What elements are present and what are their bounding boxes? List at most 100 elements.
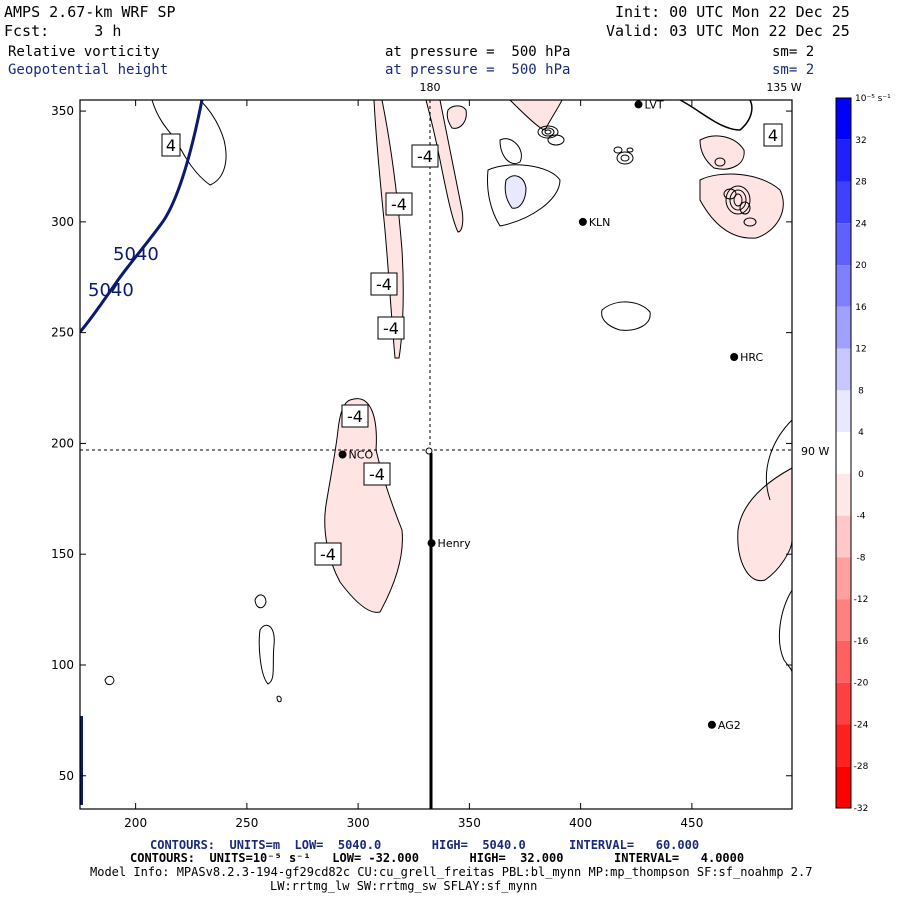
station-label-hrc: HRC <box>740 351 763 364</box>
colorbar-segment <box>836 724 851 767</box>
plot-frame <box>79 99 793 810</box>
vort-label-8: -4 <box>363 462 391 486</box>
vort-top-left <box>446 105 467 129</box>
station-marker-ag2 <box>707 720 716 729</box>
footer-vort-contours: CONTOURS: UNITS=10⁻⁵ s⁻¹ LOW= -32.000 HI… <box>130 851 745 865</box>
vort-label-2: 4 <box>763 123 783 147</box>
field1-smoothing: sm= 2 <box>772 44 815 60</box>
station-label-kln: KLN <box>589 216 611 229</box>
colorbar-tick-label: -4 <box>857 512 866 522</box>
contour-small <box>104 675 115 686</box>
contour-small2 <box>276 695 282 703</box>
colorbar-segment <box>836 557 851 600</box>
footer-model-info-2: LW:rrtmg_lw SW:rrtmg_sw SFLAY:sf_mynn <box>270 879 538 893</box>
vort-upper-right <box>509 100 563 131</box>
station-marker-lvt <box>634 100 643 109</box>
contour-ne1 <box>499 138 522 164</box>
contour-nw <box>151 100 227 186</box>
y-tick-label: 100 <box>51 658 74 672</box>
y-tick-label: 50 <box>59 769 74 783</box>
colorbar-tick-label: 12 <box>855 345 866 355</box>
x-tick-label: 200 <box>124 816 147 830</box>
vort-label-text: -4 <box>347 407 363 426</box>
y-tick-label: 300 <box>51 215 74 229</box>
y-tick-label: 250 <box>51 326 74 340</box>
x-axis-ticks: 200 250 300 350 400 450 <box>124 100 703 830</box>
vort-label-7: -4 <box>341 404 369 428</box>
colorbar-segment <box>836 139 851 182</box>
colorbar-tick-label: -20 <box>854 679 869 689</box>
y-tick-label: 150 <box>51 547 74 561</box>
y-axis-ticks: 350 300 250 200 150 100 50 <box>51 104 792 783</box>
station-marker-nco <box>338 450 347 459</box>
x-tick-label: 450 <box>680 816 703 830</box>
colorbar: 32 28 24 20 16 12 8 4 0 -4 -8 -12 -16 -20 -24 -28 -32 <box>835 97 869 814</box>
colorbar-tick-label: -12 <box>854 595 869 605</box>
vort-label-text: 4 <box>166 136 176 155</box>
field2-name: Geopotential height <box>8 62 169 78</box>
colorbar-tick-label: -16 <box>854 637 869 647</box>
vortex-cluster-ne <box>714 157 757 227</box>
colorbar-tick-label: 28 <box>855 178 867 188</box>
vort-label-5: -4 <box>370 272 398 296</box>
vort-label-1: 4 <box>161 133 181 157</box>
vort-label-6: -4 <box>377 316 405 340</box>
vort-label-3: -4 <box>411 144 439 168</box>
vort-label-9: -4 <box>314 542 342 566</box>
lon-label-90w: 90 W <box>801 445 829 458</box>
height-label: 5040 <box>88 280 134 301</box>
colorbar-segment <box>836 515 851 558</box>
colorbar-unit: 10⁻⁵ s⁻¹ <box>855 94 891 104</box>
station-marker-henry <box>427 539 436 548</box>
field2-smoothing: sm= 2 <box>772 62 815 78</box>
colorbar-tick-label: 4 <box>858 428 864 438</box>
colorbar-segment <box>836 432 851 474</box>
vort-label-text: -4 <box>417 147 433 166</box>
colorbar-tick-label: 24 <box>855 219 867 229</box>
x-tick-label: 300 <box>347 816 370 830</box>
y-tick-label: 200 <box>51 436 74 450</box>
field1-name: Relative vorticity <box>8 44 160 60</box>
lon-label-180: 180 <box>420 81 441 94</box>
colorbar-segment <box>836 181 851 224</box>
contour-ne2 <box>487 164 561 227</box>
colorbar-segment <box>836 599 851 641</box>
vort-blob-nco <box>324 398 403 613</box>
valid-time: Valid: 03 UTC Mon 22 Dec 25 <box>606 22 850 40</box>
model-title: AMPS 2.67-km WRF SP <box>4 3 176 21</box>
station-label-henry: Henry <box>438 537 472 550</box>
colorbar-tick-label: 20 <box>855 261 867 271</box>
station-marker-hrc <box>730 353 739 362</box>
x-tick-label: 350 <box>458 816 481 830</box>
colorbar-segment <box>836 390 851 433</box>
footer-height-contours: CONTOURS: UNITS=m LOW= 5040.0 HIGH= 5040… <box>150 838 700 852</box>
colorbar-tick-label: -8 <box>857 553 866 563</box>
init-time: Init: 00 UTC Mon 22 Dec 25 <box>615 3 850 21</box>
colorbar-segment <box>836 98 851 140</box>
vort-label-text: -4 <box>391 195 407 214</box>
forecast-hour: Fcst: 3 h <box>4 22 122 40</box>
field1-level: at pressure = 500 hPa <box>385 44 571 60</box>
colorbar-tick-label: 8 <box>858 386 864 396</box>
station-marker-kln <box>578 217 587 226</box>
vort-label-4: -4 <box>385 192 413 216</box>
field2-level: at pressure = 500 hPa <box>385 62 571 78</box>
colorbar-frame <box>835 97 852 809</box>
vort-label-text: -4 <box>320 545 336 564</box>
contour-east <box>766 419 792 501</box>
vort-ne-patch <box>699 173 784 239</box>
colorbar-segment <box>836 306 851 349</box>
x-tick-label: 250 <box>235 816 258 830</box>
footer-model-info: Model Info: MPASv8.2.3-194-gf29cd82c CU:… <box>90 865 813 879</box>
vort-label-text: 4 <box>768 126 778 145</box>
height-label: 5040 <box>113 244 159 265</box>
vort-positive-blob <box>504 175 527 209</box>
height-label-group: 5040 5040 <box>88 244 159 301</box>
contour-se1 <box>254 594 267 609</box>
station-markers: NCO Henry KLN HRC AG2 LVT <box>338 98 764 732</box>
colorbar-tick-label: -24 <box>854 720 869 730</box>
vort-label-text: -4 <box>383 319 399 338</box>
x-tick-label: 400 <box>569 816 592 830</box>
colorbar-segment <box>836 265 851 307</box>
vort-label-group: 4 4 -4 -4 -4 -4 -4 -4 -4 <box>161 123 783 566</box>
